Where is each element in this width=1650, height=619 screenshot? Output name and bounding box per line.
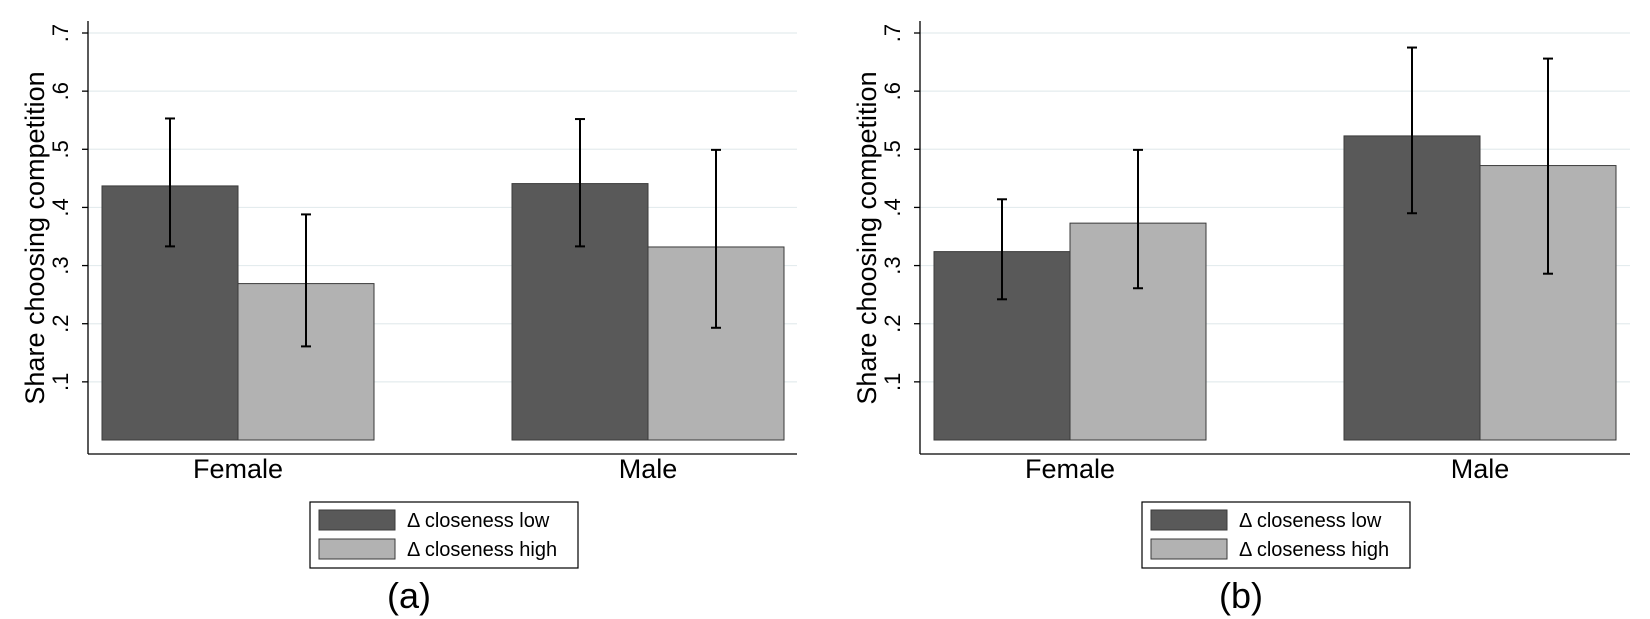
chart-panel-a: .1 .2 .3 .4 .5 .6 .7 Share choosing competition…: [20, 21, 797, 616]
panel-label: (a): [387, 575, 431, 616]
y-tick-label: .2: [48, 315, 73, 333]
y-tick-label: .6: [48, 82, 73, 100]
legend-label: Δ closeness high: [407, 539, 557, 561]
y-tick-label: .3: [48, 256, 73, 274]
y-tick-label: .4: [48, 198, 73, 216]
y-axis-title: Share choosing competition: [852, 71, 882, 404]
y-tick-label: .5: [48, 140, 73, 158]
y-tick-label: .1: [48, 373, 73, 391]
x-category-label: Male: [1451, 454, 1510, 484]
y-tick-label: .7: [48, 24, 73, 42]
panel-label: (b): [1219, 575, 1263, 616]
y-tick-label: .6: [880, 82, 905, 100]
y-tick-label: .7: [880, 24, 905, 42]
x-category-label: Male: [619, 454, 678, 484]
y-tick-label: .1: [880, 373, 905, 391]
legend-swatch: [318, 538, 396, 560]
legend-label: Δ closeness low: [1239, 510, 1382, 532]
chart-panel-b: .1 .2 .3 .4 .5 .6 .7 Share choosing competition…: [852, 21, 1630, 616]
y-tick-label: .5: [880, 140, 905, 158]
legend-label: Δ closeness low: [407, 510, 550, 532]
x-category-label: Female: [193, 454, 283, 484]
legend-swatch: [318, 509, 396, 531]
y-axis-title: Share choosing competition: [20, 71, 50, 404]
legend: Δ closeness low Δ closeness high: [309, 501, 579, 569]
y-tick-label: .4: [880, 198, 905, 216]
legend: Δ closeness low Δ closeness high: [1141, 501, 1411, 569]
legend-label: Δ closeness high: [1239, 539, 1389, 561]
legend-swatch: [1150, 509, 1228, 531]
y-tick-label: .3: [880, 256, 905, 274]
y-tick-label: .2: [880, 315, 905, 333]
legend-swatch: [1150, 538, 1228, 560]
x-category-label: Female: [1025, 454, 1115, 484]
